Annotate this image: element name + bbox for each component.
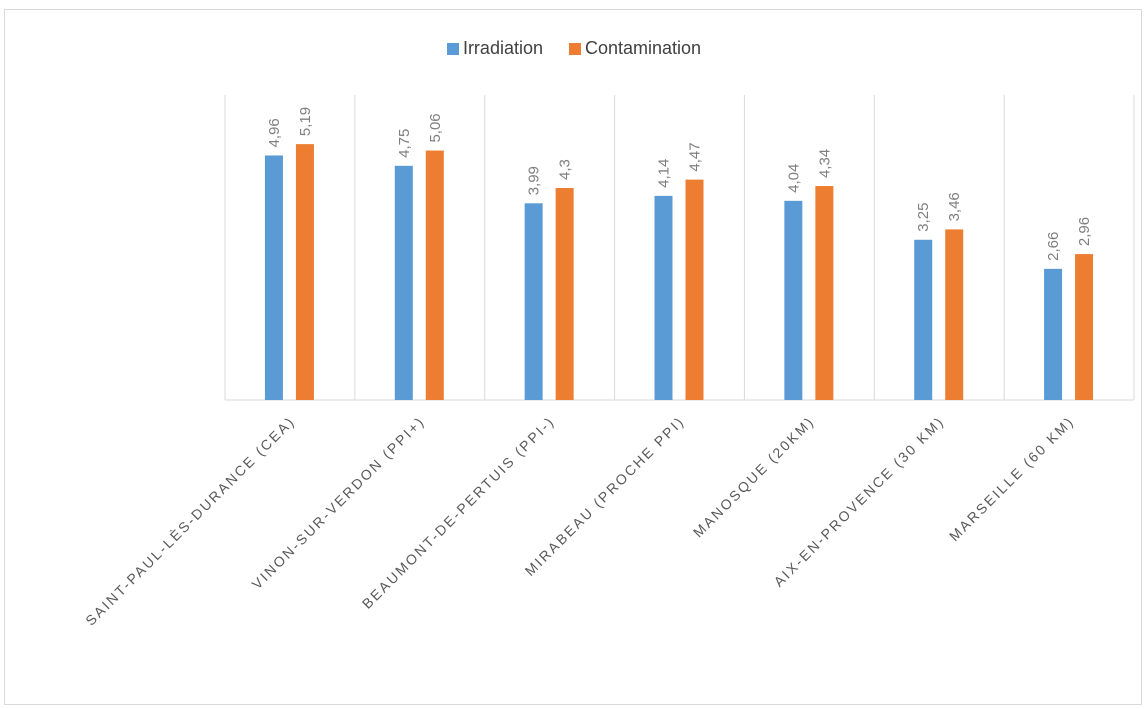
legend-item-contamination: Contamination xyxy=(568,38,702,59)
bar-irradiation-4 xyxy=(784,200,803,400)
data-label-irradiation-2: 3,99 xyxy=(526,166,543,195)
data-label-contamination-1: 5,06 xyxy=(427,113,444,142)
category-label-6: MARSEILLE (60 KM) xyxy=(946,413,1077,544)
bar-irradiation-5 xyxy=(914,239,933,400)
data-label-contamination-6: 2,96 xyxy=(1076,217,1093,246)
data-label-irradiation-1: 4,75 xyxy=(396,129,413,158)
bar-irradiation-3 xyxy=(654,195,673,400)
bar-irradiation-1 xyxy=(394,165,413,400)
category-label-4: MANOSQUE (20KM) xyxy=(690,413,818,541)
bar-contamination-2 xyxy=(555,188,574,400)
bar-irradiation-0 xyxy=(264,155,283,400)
bar-irradiation-2 xyxy=(524,203,543,400)
category-label-0: SAINT-PAUL-LÈS-DURANCE (CEA) xyxy=(82,413,298,629)
legend: Irradiation Contamination xyxy=(0,38,1148,59)
legend-swatch-irradiation xyxy=(446,42,459,55)
data-label-contamination-2: 4,3 xyxy=(557,159,574,180)
legend-label-irradiation: Irradiation xyxy=(462,38,543,58)
data-label-contamination-0: 5,19 xyxy=(297,107,314,136)
bar-contamination-0 xyxy=(295,144,314,400)
bar-irradiation-6 xyxy=(1044,268,1063,400)
data-label-irradiation-0: 4,96 xyxy=(266,118,283,147)
bar-contamination-5 xyxy=(945,229,964,400)
bar-contamination-4 xyxy=(815,186,834,400)
data-label-irradiation-4: 4,04 xyxy=(785,164,802,193)
legend-label-contamination: Contamination xyxy=(584,38,702,58)
data-label-irradiation-3: 4,14 xyxy=(656,159,673,188)
legend-swatch-contamination xyxy=(568,42,581,55)
bar-contamination-6 xyxy=(1075,254,1094,400)
bar-contamination-1 xyxy=(425,150,444,400)
category-label-3: MIRABEAU (PROCHE PPI) xyxy=(522,413,688,579)
data-label-irradiation-6: 2,66 xyxy=(1045,232,1062,261)
legend-item-irradiation: Irradiation xyxy=(446,38,543,59)
bar-contamination-3 xyxy=(685,179,704,400)
data-label-contamination-5: 3,46 xyxy=(946,192,963,221)
data-label-contamination-3: 4,47 xyxy=(687,142,704,171)
data-label-irradiation-5: 3,25 xyxy=(915,203,932,232)
data-label-contamination-4: 4,34 xyxy=(816,149,833,178)
